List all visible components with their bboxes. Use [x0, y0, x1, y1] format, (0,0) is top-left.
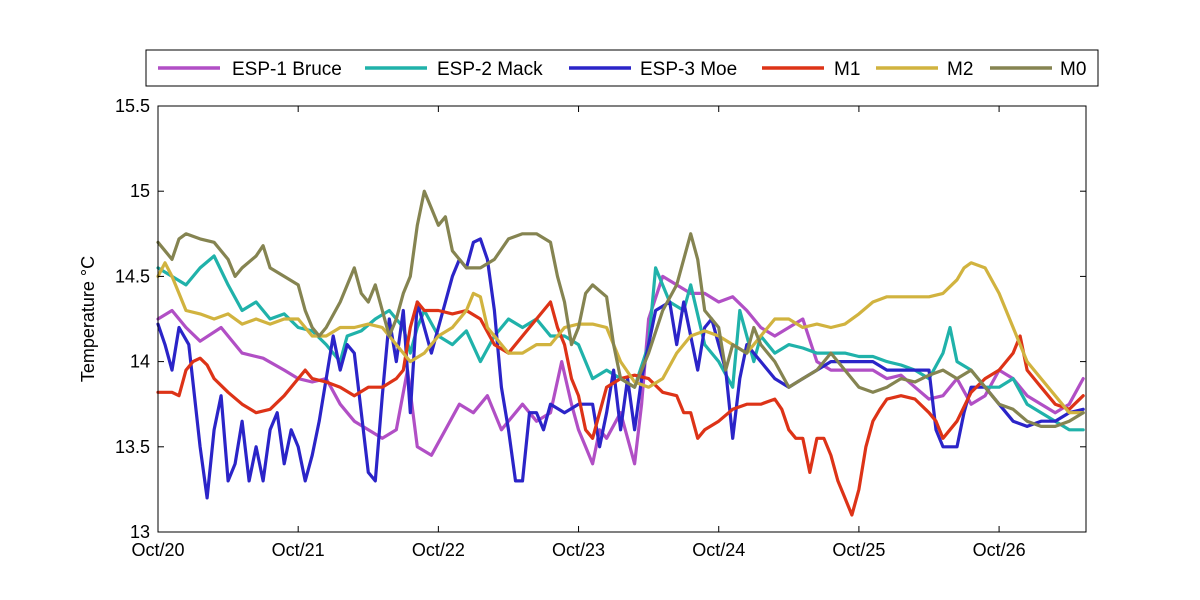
legend-label: ESP-1 Bruce [232, 59, 342, 80]
x-tick-label: Oct/23 [552, 540, 605, 560]
legend-item: ESP-2 Mack [365, 59, 543, 80]
y-tick-label: 15.5 [115, 96, 150, 116]
legend-item: M2 [876, 59, 973, 80]
x-tick-label: Oct/22 [412, 540, 465, 560]
legend-label: ESP-2 Mack [437, 59, 543, 80]
series-line-m0 [156, 189, 1085, 428]
legend-item: M1 [762, 59, 860, 80]
series-layer [156, 189, 1085, 517]
legend-label: M2 [947, 59, 973, 80]
series-line-m2 [156, 261, 1085, 415]
y-tick-label: 14 [130, 352, 150, 372]
x-tick-label: Oct/26 [973, 540, 1026, 560]
legend-label: ESP-3 Moe [640, 59, 737, 80]
legend-item: ESP-3 Moe [569, 59, 737, 80]
legend: ESP-1 Bruce ESP-2 Mack ESP-3 Moe M1 M2 M0 [145, 49, 1099, 87]
x-tick-label: Oct/24 [692, 540, 745, 560]
y-tick-label: 13 [130, 522, 150, 542]
x-axis: Oct/20 Oct/21 Oct/22 Oct/23 Oct/24 Oct/25 Oct/… [131, 106, 1026, 560]
y-axis: 13 13.5 14 14.5 15 15.5 [115, 96, 1086, 542]
y-tick-label: 13.5 [115, 437, 150, 457]
x-tick-label: Oct/21 [272, 540, 325, 560]
legend-item: ESP-1 Bruce [158, 59, 342, 80]
legend-label: M1 [834, 59, 860, 80]
series-line-esp-3-moe [156, 237, 1085, 500]
x-tick-label: Oct/20 [131, 540, 184, 560]
y-tick-label: 14.5 [115, 266, 150, 286]
series-line-esp-1-bruce [156, 274, 1085, 466]
y-axis-title: Temperature °C [78, 256, 98, 382]
series-line-m1 [156, 300, 1085, 517]
legend-item: M0 [990, 59, 1086, 80]
y-tick-label: 15 [130, 181, 150, 201]
legend-label: M0 [1060, 59, 1086, 80]
plot-frame [157, 105, 1087, 533]
x-tick-label: Oct/25 [832, 540, 885, 560]
